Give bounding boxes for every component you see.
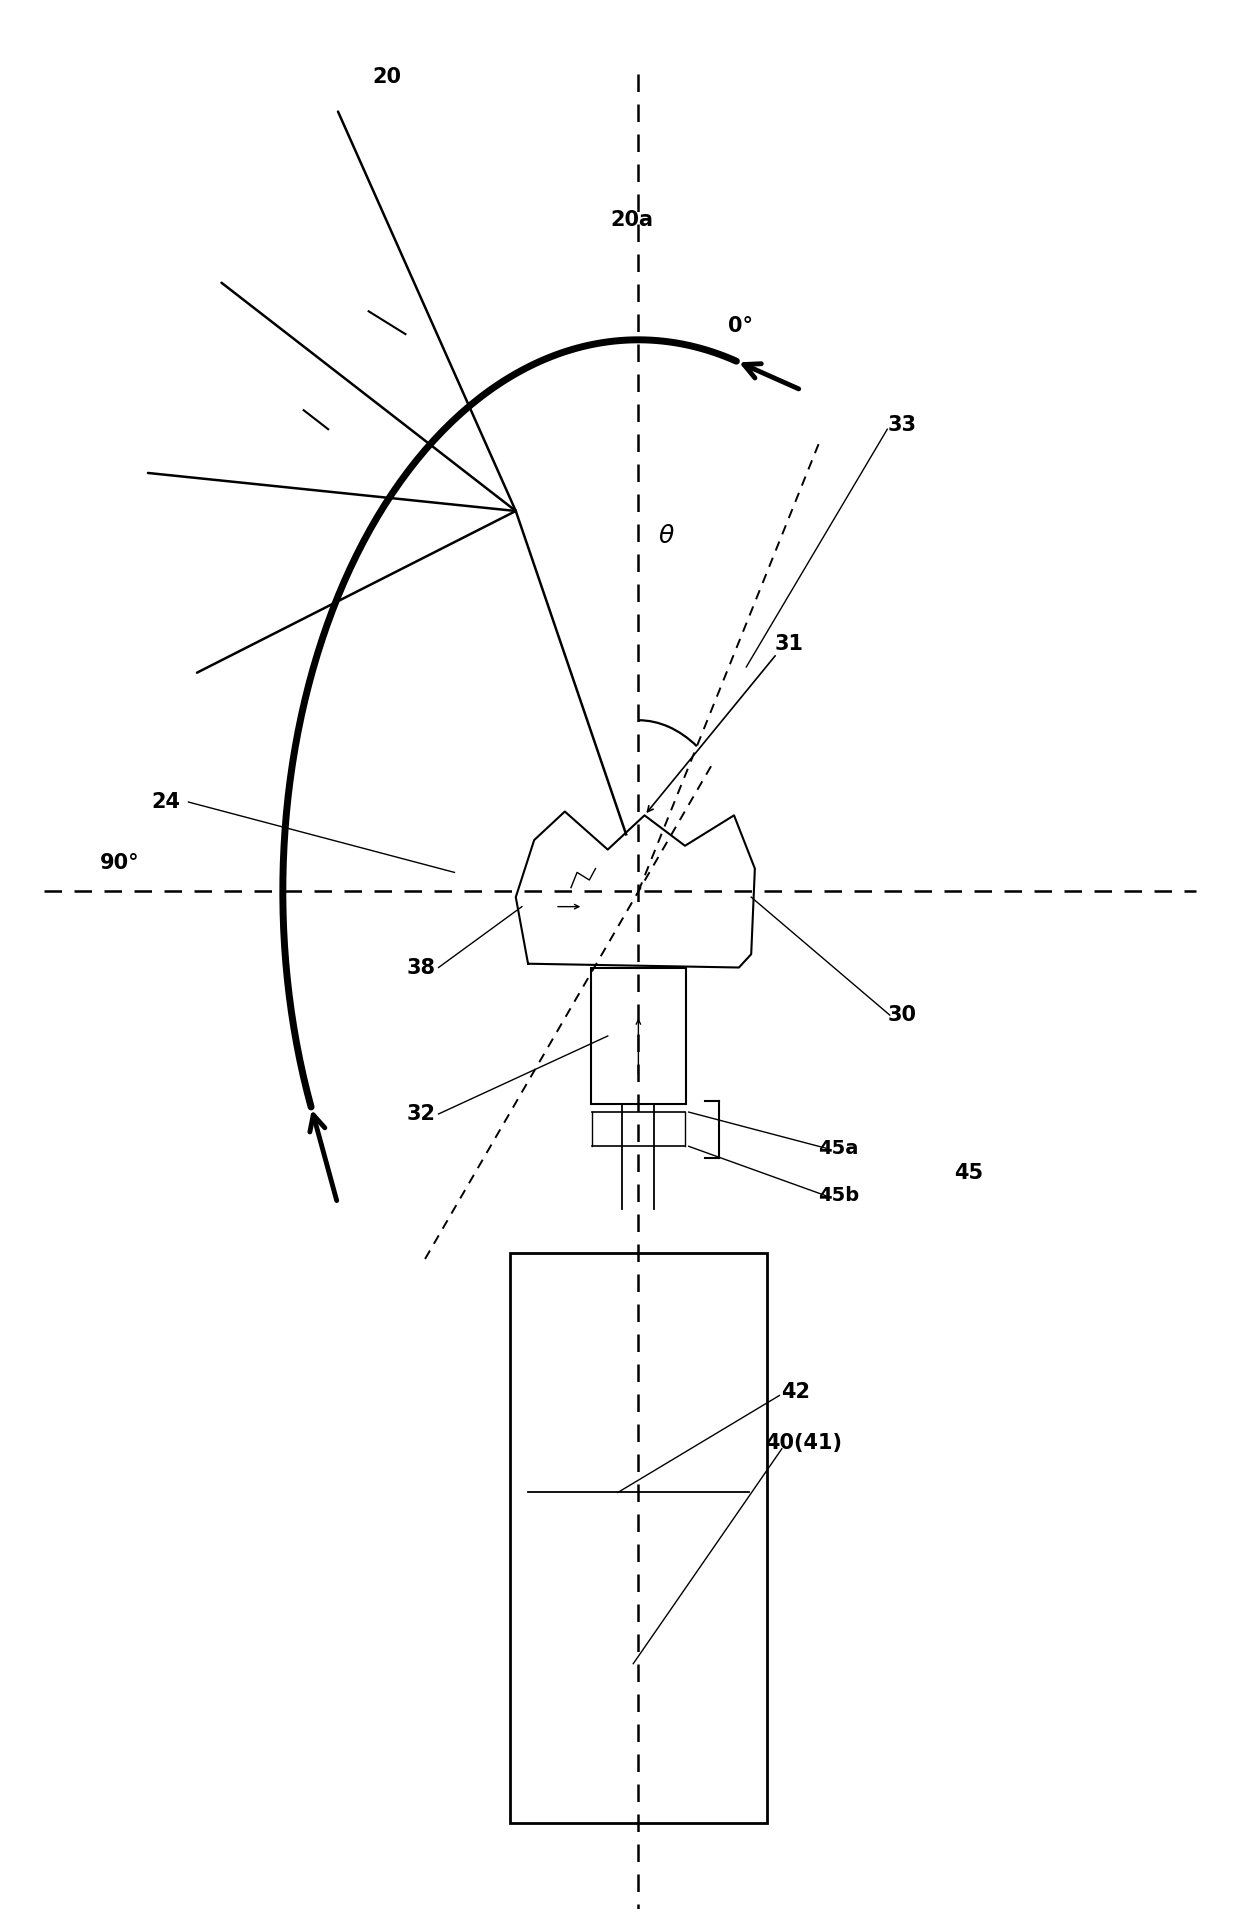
Text: 30: 30 [888,1006,916,1025]
Text: 45: 45 [954,1163,983,1182]
Bar [590,968,686,1104]
Text: 90°: 90° [100,853,140,874]
Text: $\theta$: $\theta$ [658,523,675,548]
Text: 38: 38 [407,958,436,977]
Text: 24: 24 [151,791,181,812]
Text: 31: 31 [775,634,804,653]
Text: 45a: 45a [818,1138,858,1157]
Bar [510,1253,768,1824]
Text: 20: 20 [372,67,402,88]
Text: 0°: 0° [728,316,753,337]
Text: 40(41): 40(41) [765,1433,842,1452]
Text: 20a: 20a [611,211,653,230]
Text: 32: 32 [407,1104,436,1125]
Text: 33: 33 [888,416,916,435]
Text: 45b: 45b [817,1186,859,1205]
Text: 42: 42 [781,1381,810,1403]
